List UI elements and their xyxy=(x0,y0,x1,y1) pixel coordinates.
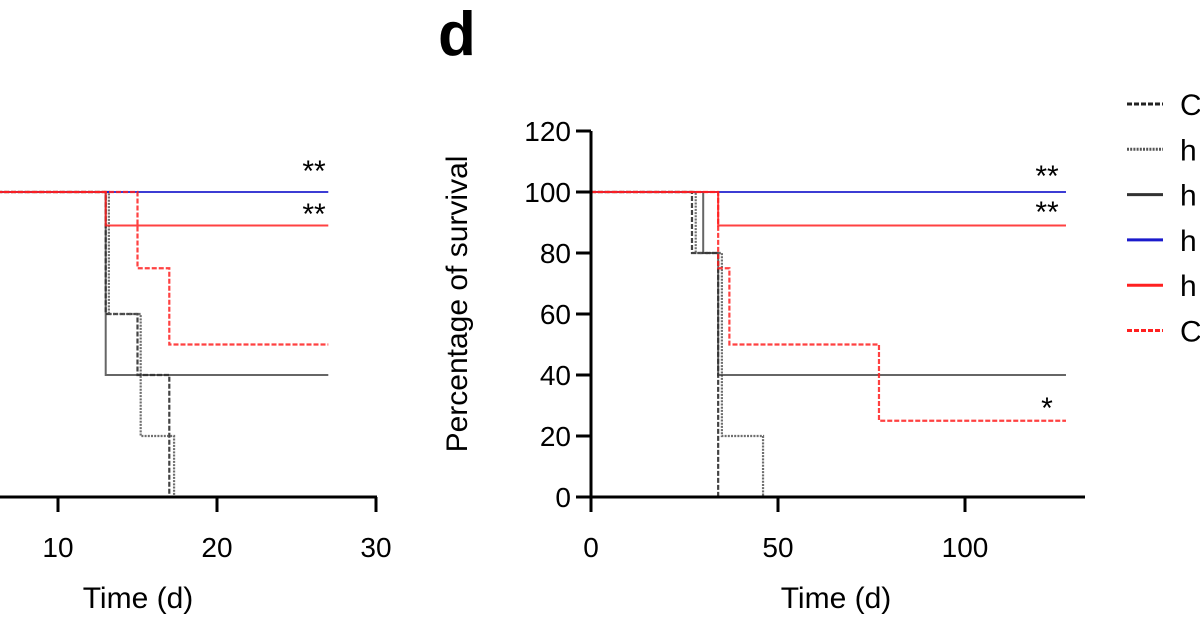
legend-item: h xyxy=(1127,225,1197,258)
legend-label: h xyxy=(1180,225,1197,258)
survival-curve-5 xyxy=(0,190,329,346)
y-tick-label: 80 xyxy=(540,238,571,269)
survival-curve-4 xyxy=(0,191,329,227)
y-tick-label: 120 xyxy=(524,116,571,147)
legend-item: h xyxy=(1127,180,1197,213)
right-x-axis-title: Time (d) xyxy=(781,582,892,615)
legend-label: h xyxy=(1180,134,1197,167)
right-x-ticks: 0 50 100 xyxy=(583,497,988,563)
right-panel: 0 50 100 0 20 40 60 80 100 120 Time (d) Percenta… xyxy=(441,116,1085,615)
survival-curve-5 xyxy=(591,190,1066,422)
survival-curve-1 xyxy=(591,190,765,497)
survival-curve-1 xyxy=(0,190,176,497)
legend-label: C xyxy=(1180,316,1200,349)
annotation-significance: ** xyxy=(302,198,326,231)
right-y-ticks: 0 20 40 60 80 100 120 xyxy=(524,116,591,513)
survival-curve-2 xyxy=(591,191,1066,376)
legend-item: C xyxy=(1127,89,1200,122)
annotation-significance: ** xyxy=(1035,196,1059,229)
y-tick-label: 0 xyxy=(555,482,571,513)
x-tick-label: 10 xyxy=(42,532,73,563)
right-y-axis-title: Percentage of survival xyxy=(441,156,474,453)
x-tick-label: 100 xyxy=(942,532,989,563)
x-tick-label: 30 xyxy=(360,532,391,563)
legend-label: h xyxy=(1180,180,1197,213)
legend-item: h xyxy=(1127,270,1197,303)
legend-label: h xyxy=(1180,270,1197,303)
annotation-significance: * xyxy=(1041,392,1053,425)
right-curves xyxy=(591,190,1066,497)
survival-curve-0 xyxy=(591,190,720,497)
survival-curve-0 xyxy=(0,190,171,497)
legend-label: C xyxy=(1180,89,1200,122)
left-x-axis-title: Time (d) xyxy=(83,582,194,615)
y-tick-label: 20 xyxy=(540,421,571,452)
legend-item: h xyxy=(1127,134,1197,167)
panel-label: d xyxy=(438,0,476,69)
annotation-significance: ** xyxy=(302,155,326,188)
legend-item: C xyxy=(1127,316,1200,349)
survival-curve-2 xyxy=(0,191,329,376)
x-tick-label: 50 xyxy=(762,532,793,563)
left-panel: 10 20 30 Time (d) ** ** xyxy=(0,155,392,615)
y-tick-label: 60 xyxy=(540,299,571,330)
x-tick-label: 20 xyxy=(201,532,232,563)
y-tick-label: 40 xyxy=(540,360,571,391)
annotation-significance: ** xyxy=(1035,160,1059,193)
survival-curve-4 xyxy=(591,191,1066,227)
x-tick-label: 0 xyxy=(583,532,599,563)
left-curves xyxy=(0,190,329,497)
left-x-ticks: 10 20 30 xyxy=(42,497,392,563)
y-tick-label: 100 xyxy=(524,177,571,208)
